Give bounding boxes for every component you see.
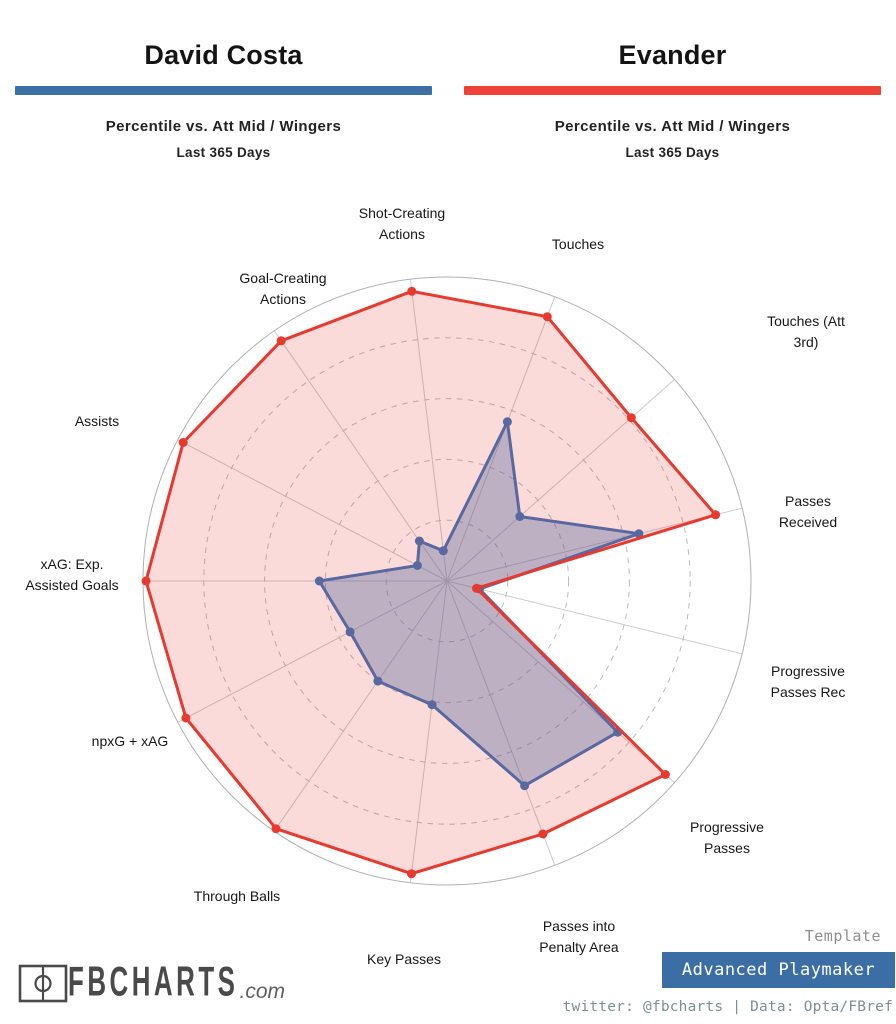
radar-spoke (446, 580, 556, 866)
radar-axis-labels: Shot-Creating Actions Touches Touches (Att 3… (25, 205, 845, 967)
series-evander-outline (144, 289, 718, 876)
axis-label: Assists (75, 413, 119, 429)
data-point-david-costa (502, 417, 512, 427)
radar-spoke (446, 296, 556, 582)
data-point-david-costa (314, 576, 324, 586)
data-point-david-costa (427, 700, 437, 710)
template-name-badge: Advanced Playmaker (662, 952, 895, 988)
player-subtitle: Percentile vs. Att Mid / Wingers (105, 118, 342, 135)
radar-spoke (177, 439, 448, 582)
fbcharts-logo: FBCHARTS .com (18, 959, 285, 1005)
radar-spoke (409, 580, 448, 883)
data-point-evander (407, 286, 417, 296)
axis-label: Progressive Passes Rec (771, 663, 846, 700)
radar-spoke (273, 580, 448, 832)
data-point-evander (407, 869, 416, 879)
radar-spoke (177, 580, 448, 723)
data-point-evander (276, 336, 286, 346)
data-point-evander (711, 510, 721, 520)
data-point-david-costa (345, 627, 355, 637)
data-point-evander (626, 413, 636, 423)
player-subtitle: Percentile vs. Att Mid / Wingers (554, 118, 791, 135)
logo-domain-suffix: .com (239, 980, 285, 1003)
series-evander (141, 286, 721, 879)
data-point-david-costa (373, 676, 383, 686)
axis-label: Through Balls (194, 888, 280, 904)
template-label: Template (804, 927, 881, 945)
data-point-evander (181, 713, 191, 723)
axis-label: Passes Received (779, 493, 837, 530)
radar-spoke (446, 379, 675, 582)
axis-label: xAG: Exp. Assisted Goals (25, 556, 118, 593)
data-point-evander (660, 770, 670, 779)
axis-label: Passes into Penalty Area (539, 918, 619, 955)
radar-grid (142, 276, 752, 886)
axis-label: Shot-Creating Actions (359, 205, 445, 242)
data-point-evander (178, 438, 188, 447)
axis-label: Goal-Creating Actions (239, 270, 326, 307)
radar-gridline-ring (203, 337, 691, 825)
data-point-evander (542, 312, 552, 322)
series-david-costa (314, 417, 644, 791)
soccer-pitch-icon (18, 964, 68, 1003)
data-point-david-costa (438, 546, 448, 556)
axis-label: npxG + xAG (92, 733, 169, 749)
logo-wordmark: FBCHARTS (68, 958, 239, 1005)
data-point-david-costa (515, 512, 525, 521)
radar-gridline-ring (385, 519, 509, 643)
data-point-evander (271, 824, 281, 834)
template-name: Advanced Playmaker (681, 960, 876, 980)
radar-spoke (409, 279, 448, 582)
data-point-david-costa (520, 781, 530, 791)
player-header-david-costa: David Costa Percentile vs. Att Mid / Win… (15, 38, 432, 160)
data-point-david-costa (634, 529, 644, 539)
radar-spoke (446, 580, 675, 783)
series-david-costa-outline (317, 420, 641, 788)
radar-spoke (446, 580, 743, 655)
credits-line: twitter: @fbcharts | Data: Opta/FBref (562, 999, 893, 1015)
data-point-david-costa (412, 561, 422, 570)
player-period: Last 365 Days (625, 145, 720, 160)
player-accent-bar (15, 86, 432, 95)
player-name: Evander (618, 40, 727, 70)
radar-gridline-ring (264, 398, 630, 764)
data-point-evander (538, 829, 548, 839)
radar-gridline-ring (324, 458, 570, 704)
axis-label: Key Passes (367, 951, 441, 967)
series-evander-fill (146, 291, 716, 874)
axis-label: Touches (552, 236, 604, 252)
player-accent-bar (464, 86, 881, 95)
player-header-evander: Evander Percentile vs. Att Mid / Wingers… (464, 38, 881, 160)
data-point-evander (141, 576, 151, 586)
data-point-evander (472, 583, 481, 593)
player-name: David Costa (144, 40, 303, 70)
player-period: Last 365 Days (176, 145, 271, 160)
data-point-david-costa (414, 536, 424, 546)
axis-label: Progressive Passes (690, 819, 764, 856)
axis-label: Touches (Att 3rd) (767, 313, 845, 350)
